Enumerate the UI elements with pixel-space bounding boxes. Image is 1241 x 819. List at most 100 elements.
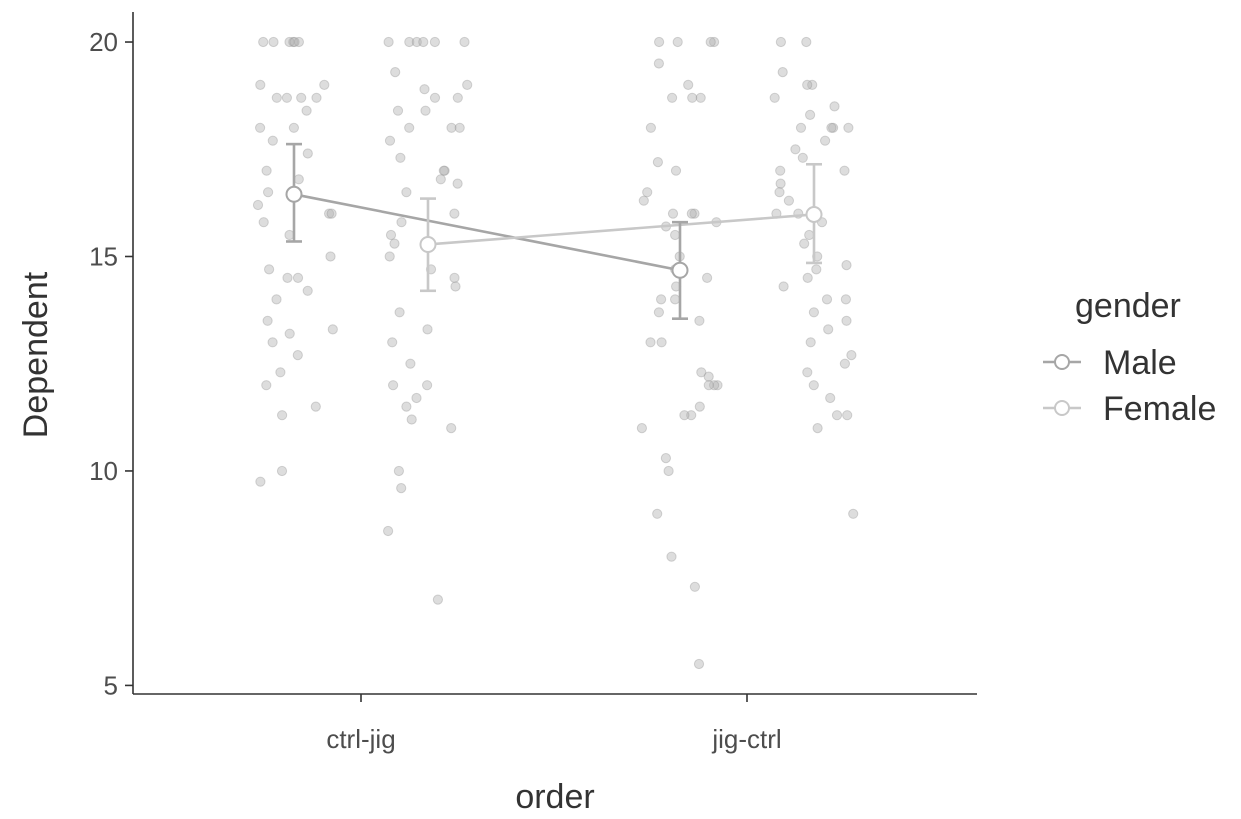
data-point [404,122,415,133]
data-point [703,380,714,391]
data-point [419,84,430,95]
raw-points [252,36,859,670]
y-axis-title: Dependent [17,271,55,438]
data-point [404,36,415,48]
data-point [775,178,786,189]
data-point [446,423,457,434]
data-point [667,92,678,103]
x-tick-label: jig-ctrl [711,724,781,754]
data-point [429,92,441,103]
data-point [449,208,460,219]
data-point [712,380,723,391]
data-point [672,36,683,48]
legend: gender Male Female [1043,287,1216,428]
legend-item-female: Female [1043,390,1216,428]
data-point [693,658,705,670]
data-point [383,36,394,48]
y-tick-labels: 5 10 15 20 [89,27,118,700]
data-point [255,79,266,91]
data-point [804,229,815,241]
data-point [696,367,707,378]
data-point [310,401,321,412]
data-point [802,367,813,378]
data-point [802,272,813,283]
mean-lines [293,193,815,272]
data-point [670,229,681,241]
data-point [263,187,274,198]
data-point [645,122,657,133]
data-point [284,328,295,339]
data-point [783,195,795,206]
data-point [432,594,443,605]
data-point [807,79,818,91]
data-point [393,465,404,477]
data-point [275,367,286,378]
data-point [383,525,394,537]
data-point [267,135,278,146]
data-point [831,410,843,421]
data-point [801,36,812,48]
data-point [656,337,667,348]
data-point [687,92,698,103]
data-point [293,36,304,48]
data-point [679,410,690,421]
legend-label: Male [1103,344,1177,382]
data-point [277,410,288,421]
data-point [812,423,823,434]
data-point [392,105,404,116]
data-point [327,324,338,335]
data-point [645,337,656,348]
data-point [808,380,819,391]
data-point [450,281,461,292]
data-point [396,217,407,228]
legend-key-marker [1054,400,1070,416]
data-point [653,307,665,318]
data-point [660,453,672,464]
mean-line-female [427,213,815,246]
data-point [705,36,716,48]
data-point [709,380,720,391]
data-point [775,165,786,176]
data-point [799,238,810,249]
legend-item-male: Male [1043,344,1177,382]
data-point [683,79,694,91]
data-point [292,350,303,361]
data-point [405,358,416,369]
data-point [288,36,299,48]
data-point [769,92,780,103]
data-point [301,105,312,116]
data-point [689,581,701,592]
data-point [686,410,697,421]
data-point [446,122,457,133]
data-point [396,483,407,494]
data-point [790,144,801,155]
legend-key-marker [1054,354,1070,370]
data-point [385,229,397,241]
data-point [387,337,398,348]
data-point [839,165,850,176]
data-point [258,217,269,228]
data-point [689,208,700,219]
data-point [703,371,714,382]
data-point [293,174,304,185]
y-tick-label: 10 [89,456,118,486]
data-point [670,165,682,176]
data-point [302,285,313,296]
x-tick-labels: ctrl-jig jig-ctrl [326,724,781,754]
data-point [462,79,473,91]
data-point [276,465,288,477]
data-point [411,392,422,404]
data-point [842,410,853,421]
data-point [261,380,272,391]
data-point [777,67,788,78]
error-bars [286,142,822,320]
data-point [422,324,433,335]
data-point [841,260,852,271]
legend-label: Female [1103,390,1216,428]
data-point [438,165,449,176]
data-point [255,122,266,133]
data-point [702,272,713,283]
mean-marker-female [419,235,437,253]
data-point [384,135,396,146]
x-tick-label: ctrl-jig [326,724,395,754]
